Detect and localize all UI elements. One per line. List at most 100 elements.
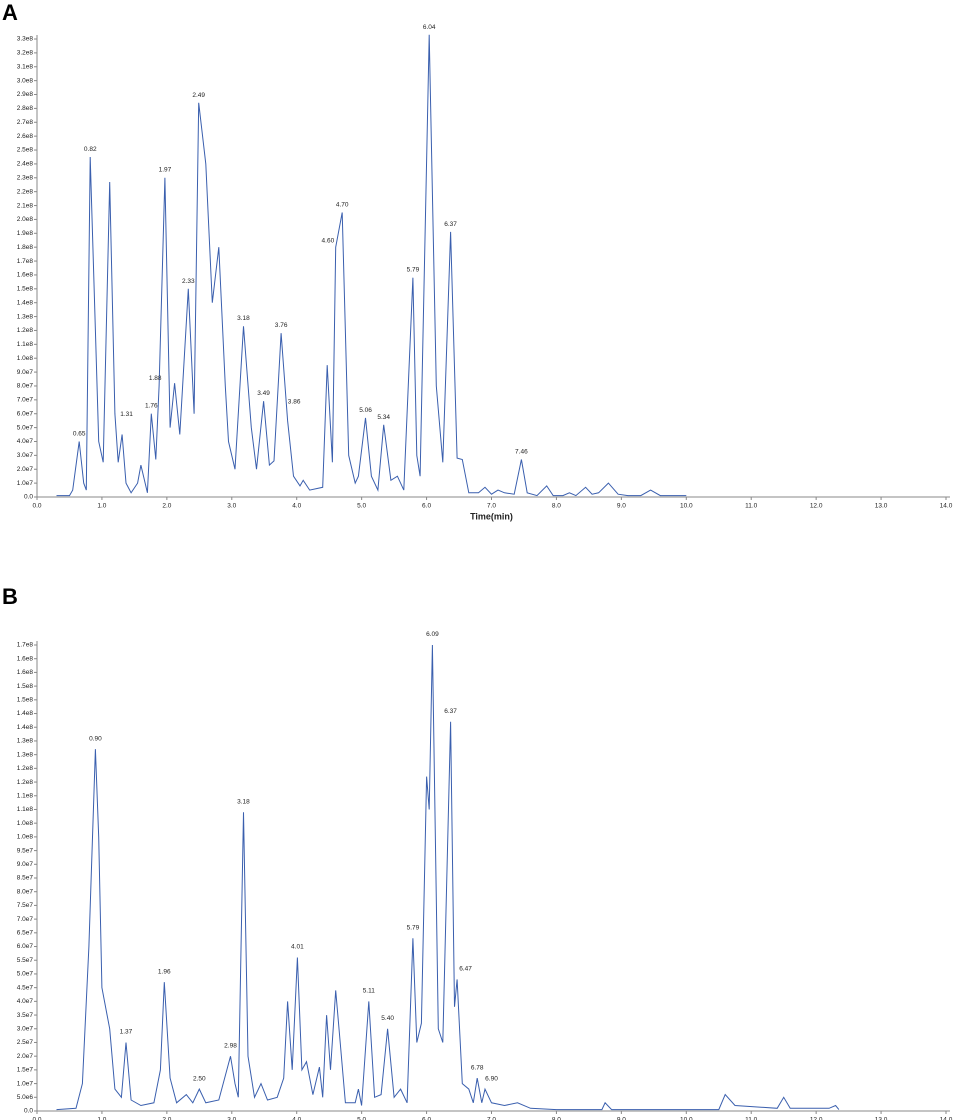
- peak-label: 2.98: [224, 1042, 237, 1049]
- peak-label: 1.37: [120, 1029, 133, 1036]
- y-tick-label: 1.3e8: [17, 313, 34, 320]
- y-tick-label: 5.5e7: [17, 957, 34, 964]
- peak-label: 5.11: [363, 988, 376, 995]
- peak-label: 5.79: [407, 925, 420, 932]
- peak-label: 3.18: [237, 315, 250, 322]
- y-tick-label: 1.2e8: [17, 779, 34, 786]
- peak-label: 1.97: [159, 167, 172, 174]
- y-tick-label: 3.0e7: [17, 1025, 34, 1032]
- peak-label: 6.47: [459, 966, 472, 973]
- x-tick-label: 9.0: [617, 503, 626, 510]
- y-tick-label: 1.4e8: [17, 299, 34, 306]
- x-tick-label: 4.0: [292, 503, 301, 510]
- x-tick-label: 8.0: [552, 1117, 561, 1120]
- x-tick-label: 0.0: [32, 503, 41, 510]
- x-tick-label: 12.0: [810, 503, 823, 510]
- x-tick-label: 2.0: [162, 1117, 171, 1120]
- x-tick-label: 6.0: [422, 1117, 431, 1120]
- y-tick-label: 3.0e8: [17, 77, 34, 84]
- y-tick-label: 2.3e8: [17, 175, 34, 182]
- y-tick-label: 0.0: [24, 1108, 33, 1115]
- y-tick-label: 9.5e7: [17, 847, 34, 854]
- y-tick-label: 6.5e7: [17, 930, 34, 937]
- peak-label: 0.82: [84, 146, 97, 153]
- y-tick-label: 8.5e7: [17, 875, 34, 882]
- peak-label: 6.37: [444, 221, 457, 228]
- x-tick-label: 12.0: [810, 1117, 823, 1120]
- y-tick-label: 1.7e8: [17, 258, 34, 265]
- peak-label: 1.88: [149, 375, 162, 382]
- y-tick-label: 3.5e7: [17, 1012, 34, 1019]
- y-tick-label: 9.0e7: [17, 369, 34, 376]
- peak-label: 1.96: [158, 968, 171, 975]
- y-tick-label: 6.0e7: [17, 943, 34, 950]
- y-tick-label: 3.2e8: [17, 50, 34, 57]
- x-tick-label: 2.0: [162, 503, 171, 510]
- peak-label: 3.86: [288, 399, 301, 406]
- peak-label: 5.40: [381, 1015, 394, 1022]
- y-tick-label: 2.0e7: [17, 466, 34, 473]
- x-tick-label: 7.0: [487, 1117, 496, 1120]
- y-tick-label: 4.5e7: [17, 984, 34, 991]
- y-tick-label: 2.8e8: [17, 105, 34, 112]
- x-tick-label: 3.0: [227, 503, 236, 510]
- peak-label: 6.09: [426, 631, 439, 638]
- x-tick-label: 6.0: [422, 503, 431, 510]
- x-tick-label: 14.0: [940, 503, 953, 510]
- peak-label: 2.49: [192, 92, 205, 99]
- y-tick-label: 9.0e7: [17, 861, 34, 868]
- y-tick-label: 2.9e8: [17, 91, 34, 98]
- y-tick-label: 8.0e7: [17, 383, 34, 390]
- x-tick-label: 7.0: [487, 503, 496, 510]
- y-tick-label: 2.5e8: [17, 147, 34, 154]
- y-tick-label: 1.1e8: [17, 806, 34, 813]
- x-tick-label: 5.0: [357, 503, 366, 510]
- y-tick-label: 1.5e7: [17, 1067, 34, 1074]
- peak-label: 6.78: [471, 1064, 484, 1071]
- y-tick-label: 5.0e6: [17, 1094, 34, 1101]
- y-tick-label: 1.7e8: [17, 642, 34, 649]
- chromatogram-line: [56, 34, 687, 497]
- y-tick-label: 1.1e8: [17, 792, 34, 799]
- x-tick-label: 11.0: [745, 503, 758, 510]
- y-tick-label: 1.9e8: [17, 230, 34, 237]
- peak-label: 5.06: [359, 407, 372, 414]
- y-tick-label: 7.0e7: [17, 916, 34, 923]
- y-tick-label: 1.0e7: [17, 480, 34, 487]
- y-tick-label: 1.0e8: [17, 834, 34, 841]
- y-tick-label: 1.6e8: [17, 272, 34, 279]
- y-tick-label: 2.2e8: [17, 188, 34, 195]
- peak-label: 5.34: [377, 414, 390, 421]
- peak-label: 2.33: [182, 278, 195, 285]
- peak-label: 6.04: [423, 24, 436, 31]
- x-tick-label: 11.0: [745, 1117, 758, 1120]
- x-tick-label: 13.0: [875, 1117, 888, 1120]
- y-tick-label: 1.5e8: [17, 683, 34, 690]
- y-tick-label: 8.0e7: [17, 888, 34, 895]
- peak-label: 4.70: [336, 201, 349, 208]
- x-tick-label: 1.0: [97, 1117, 106, 1120]
- y-tick-label: 0.0: [24, 494, 33, 501]
- y-tick-label: 2.1e8: [17, 202, 34, 209]
- x-tick-label: 10.0: [680, 503, 693, 510]
- x-tick-label: 8.0: [552, 503, 561, 510]
- y-tick-label: 7.5e7: [17, 902, 34, 909]
- x-tick-label: 13.0: [875, 503, 888, 510]
- y-tick-label: 1.0e8: [17, 820, 34, 827]
- y-tick-label: 4.0e7: [17, 998, 34, 1005]
- x-tick-label: 10.0: [680, 1117, 693, 1120]
- y-tick-label: 4.0e7: [17, 438, 34, 445]
- y-tick-label: 5.0e7: [17, 424, 34, 431]
- y-tick-label: 1.4e8: [17, 710, 34, 717]
- y-tick-label: 1.3e8: [17, 738, 34, 745]
- peak-label: 2.50: [193, 1075, 206, 1082]
- y-tick-label: 1.2e8: [17, 765, 34, 772]
- y-tick-label: 6.0e7: [17, 410, 34, 417]
- x-tick-label: 1.0: [97, 503, 106, 510]
- y-tick-label: 1.6e8: [17, 655, 34, 662]
- y-tick-label: 1.1e8: [17, 341, 34, 348]
- y-tick-label: 3.3e8: [17, 36, 34, 43]
- x-tick-label: 14.0: [940, 1117, 953, 1120]
- panel-label: A: [2, 0, 18, 25]
